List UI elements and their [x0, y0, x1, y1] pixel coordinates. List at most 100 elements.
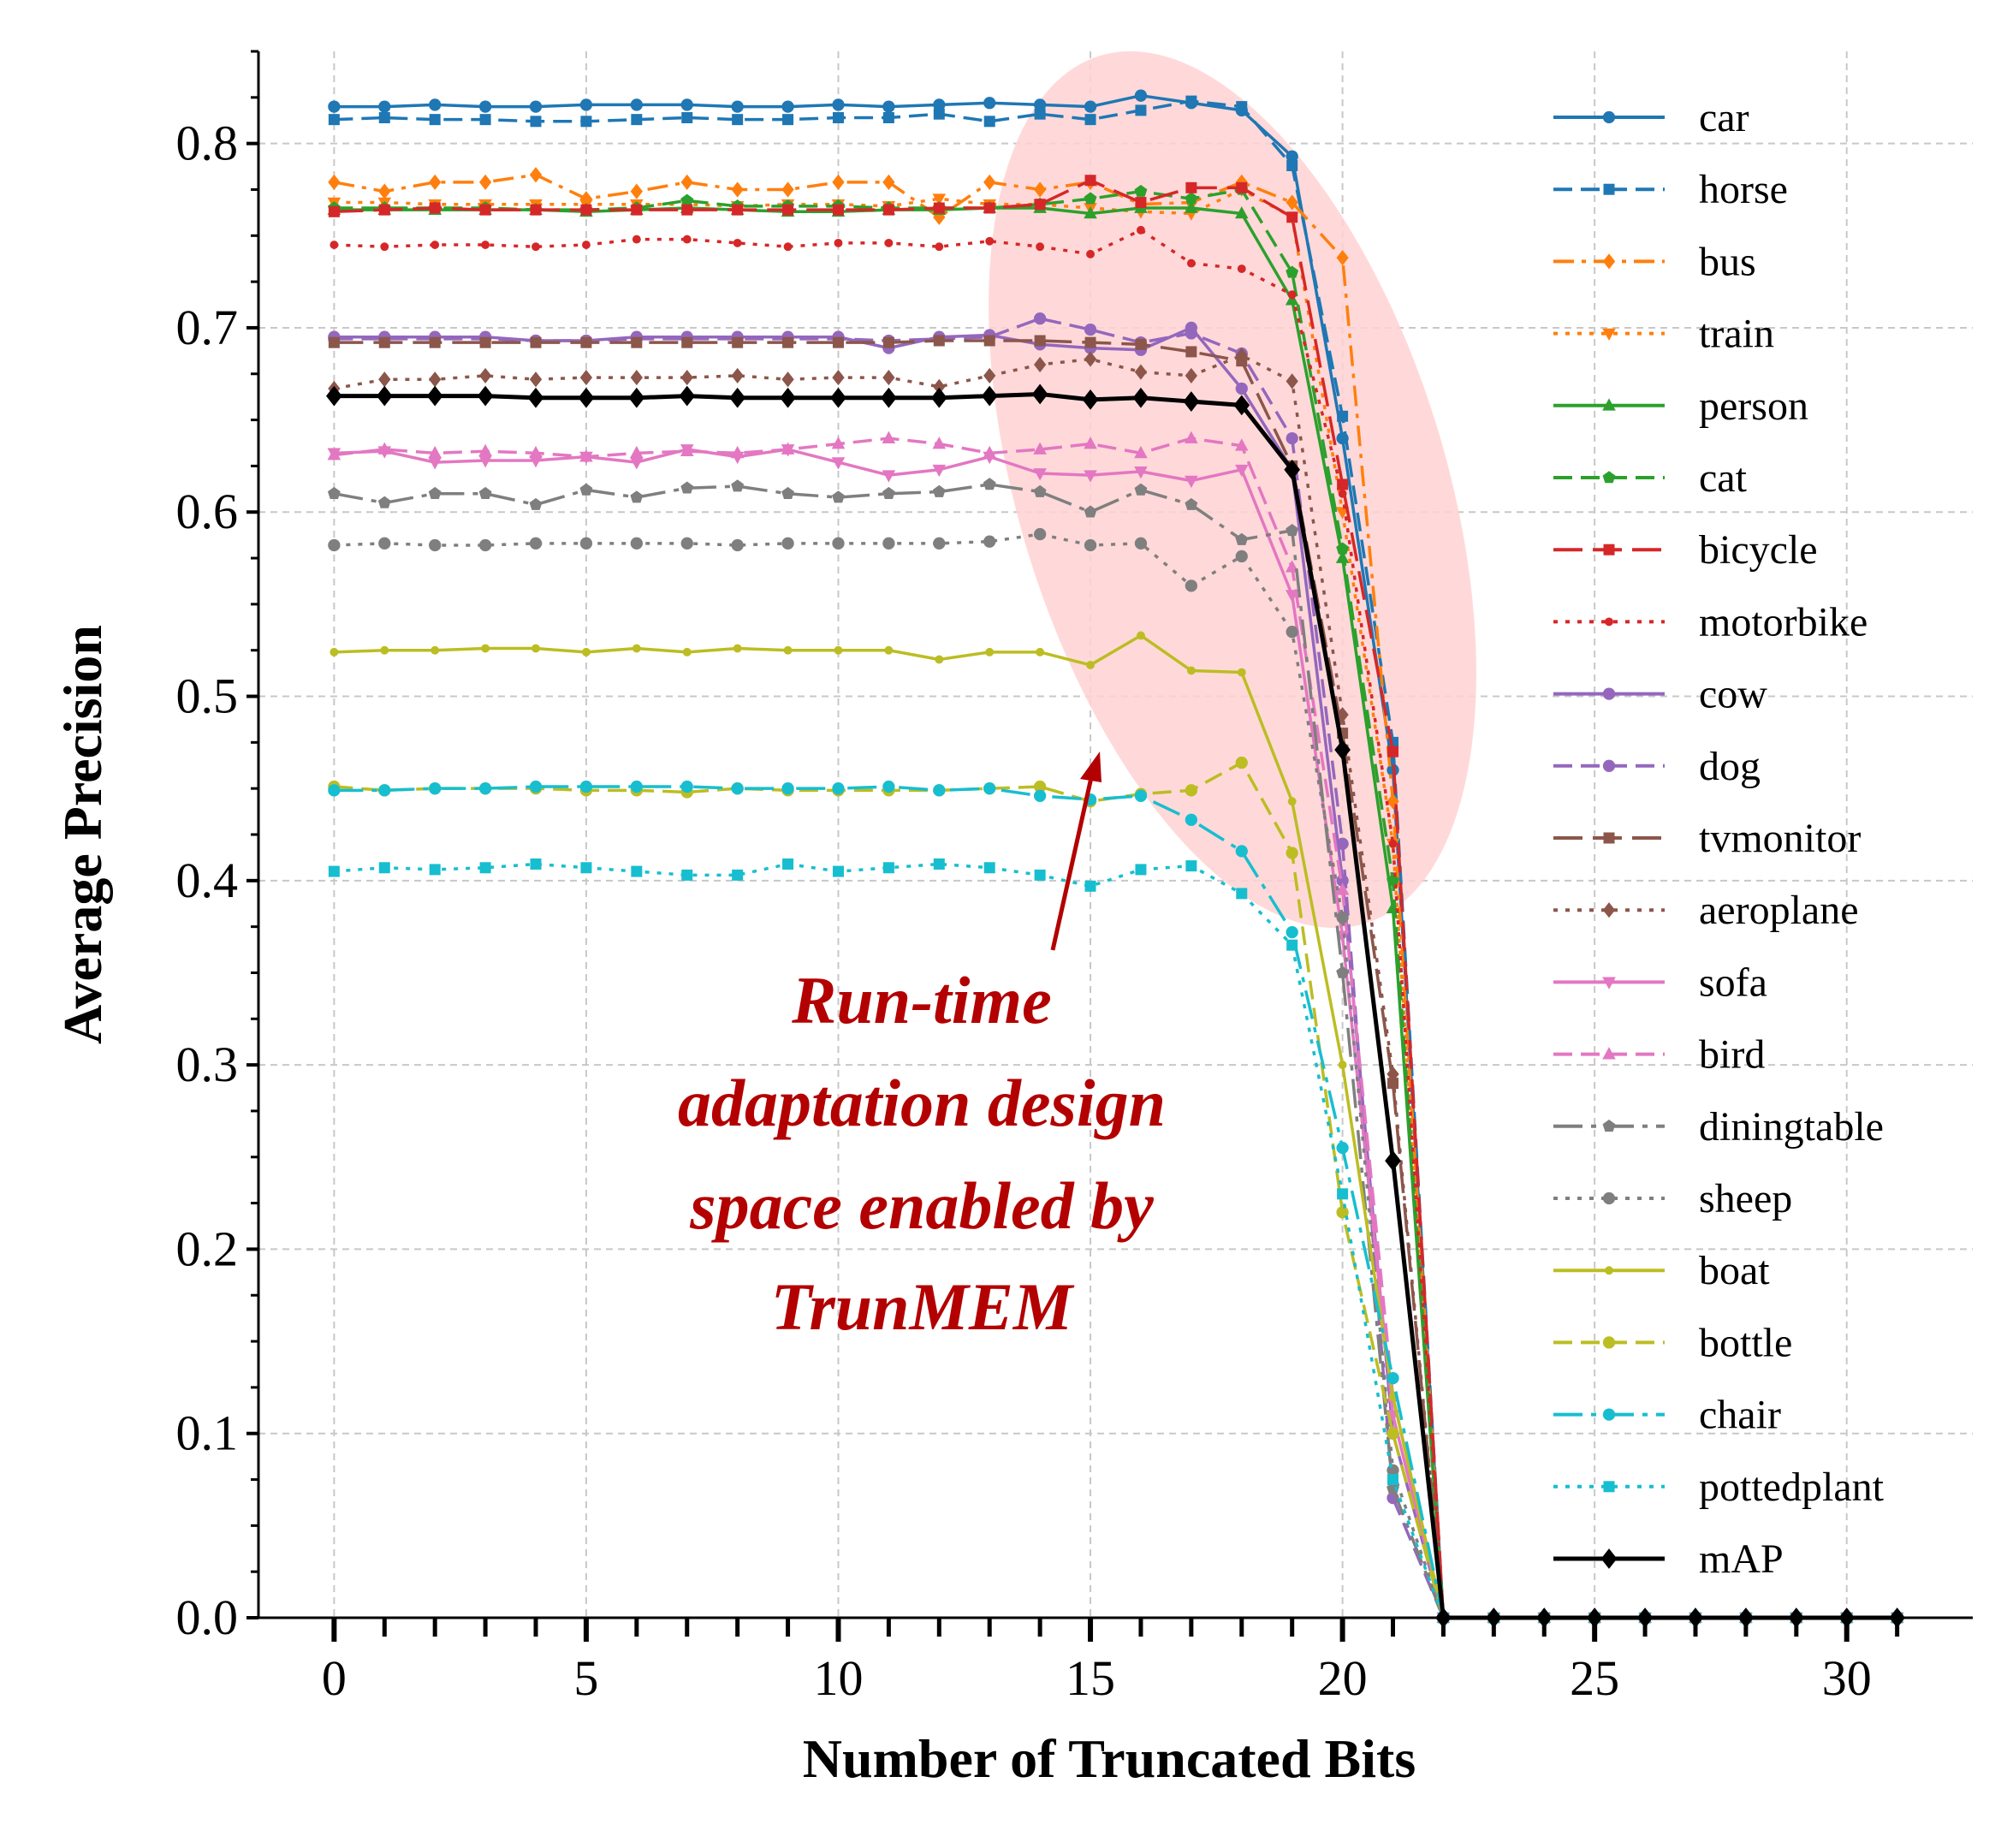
data-point: [1235, 382, 1248, 395]
data-point: [930, 387, 947, 408]
data-point: [830, 387, 846, 408]
data-point: [882, 470, 896, 483]
data-point: [429, 202, 441, 214]
legend-marker: [1602, 687, 1616, 700]
data-point: [933, 784, 946, 797]
data-point: [1084, 351, 1097, 367]
data-point: [529, 445, 543, 459]
data-point: [1338, 489, 1347, 498]
data-point: [881, 387, 897, 408]
data-point: [1387, 1371, 1399, 1385]
data-point: [933, 202, 945, 214]
data-point: [1287, 797, 1297, 806]
data-point: [429, 864, 441, 876]
legend-label: car: [1699, 95, 1749, 140]
data-point: [733, 644, 742, 653]
data-point: [628, 387, 645, 408]
x-tick-label: 30: [1822, 1650, 1872, 1706]
annotation-arrow-shaft: [1050, 765, 1096, 951]
data-point: [1033, 356, 1047, 373]
legend-marker: [1602, 110, 1616, 124]
data-point: [1235, 532, 1249, 545]
data-point: [1084, 880, 1096, 892]
data-point: [376, 385, 393, 407]
data-point: [1084, 470, 1097, 483]
y-tick-label: 0.2: [176, 1221, 239, 1276]
data-point: [782, 204, 794, 216]
annotation-text-line: adaptation design: [678, 1066, 1166, 1140]
data-point: [1387, 1078, 1399, 1090]
legend-label: mAP: [1699, 1536, 1784, 1582]
data-point: [1132, 387, 1149, 408]
data-point: [630, 780, 643, 793]
data-point: [630, 537, 643, 550]
legend-label: bus: [1699, 239, 1756, 284]
data-point: [531, 644, 540, 653]
data-point: [681, 869, 693, 881]
legend-marker: [1600, 1548, 1618, 1569]
data-point: [1335, 882, 1350, 895]
data-point: [327, 486, 341, 500]
x-tick-label: 10: [813, 1650, 863, 1706]
data-point: [1082, 389, 1099, 410]
data-point: [581, 241, 591, 249]
y-tick-label: 0.4: [176, 853, 239, 908]
y-tick-label: 0.5: [176, 668, 239, 724]
data-point: [631, 865, 643, 877]
data-point: [631, 204, 643, 216]
data-point: [782, 858, 794, 870]
data-point: [1084, 336, 1096, 348]
data-point: [983, 445, 997, 459]
data-point: [781, 537, 794, 550]
legend-marker: [1603, 544, 1615, 556]
data-point: [1387, 746, 1399, 758]
legend-marker: [1602, 1047, 1616, 1060]
data-point: [1336, 966, 1350, 978]
data-point: [985, 647, 995, 657]
y-tick-label: 0.3: [176, 1037, 239, 1092]
data-point: [1134, 483, 1148, 496]
data-point: [1235, 348, 1248, 364]
legend-label: chair: [1699, 1393, 1781, 1438]
legend-marker: [1603, 832, 1615, 844]
data-point: [1036, 647, 1045, 657]
data-point: [983, 202, 995, 214]
data-point: [1185, 784, 1198, 797]
legend-item-car: car: [1553, 95, 1749, 140]
data-point: [378, 112, 390, 124]
legend-item-sheep: sheep: [1553, 1176, 1792, 1221]
data-point: [1336, 911, 1349, 924]
data-point: [1387, 1427, 1399, 1440]
data-point: [581, 647, 591, 657]
data-point: [1033, 780, 1047, 793]
data-point: [1338, 1061, 1347, 1070]
data-point: [729, 387, 746, 408]
data-point: [330, 647, 339, 657]
data-point: [529, 455, 543, 468]
data-point: [1034, 199, 1046, 211]
data-point: [1185, 579, 1198, 592]
data-point: [428, 445, 442, 459]
data-point: [732, 204, 744, 216]
data-point: [933, 98, 946, 111]
data-point: [1084, 206, 1097, 219]
data-point: [1286, 211, 1298, 223]
data-point: [630, 490, 644, 503]
data-point: [380, 645, 389, 655]
data-point: [1185, 860, 1197, 872]
data-point: [428, 457, 442, 470]
data-point: [630, 98, 643, 111]
data-point: [1034, 108, 1046, 120]
data-point: [378, 204, 390, 216]
annotation-text-line: Run-time: [791, 963, 1051, 1037]
data-point: [781, 371, 794, 388]
data-point: [632, 644, 641, 653]
data-point: [1134, 537, 1148, 550]
data-point: [1134, 789, 1148, 802]
data-point: [429, 336, 441, 348]
data-point: [781, 486, 794, 500]
data-point: [429, 114, 441, 126]
data-point: [1137, 631, 1145, 640]
data-point: [732, 869, 744, 881]
data-point: [731, 100, 744, 113]
